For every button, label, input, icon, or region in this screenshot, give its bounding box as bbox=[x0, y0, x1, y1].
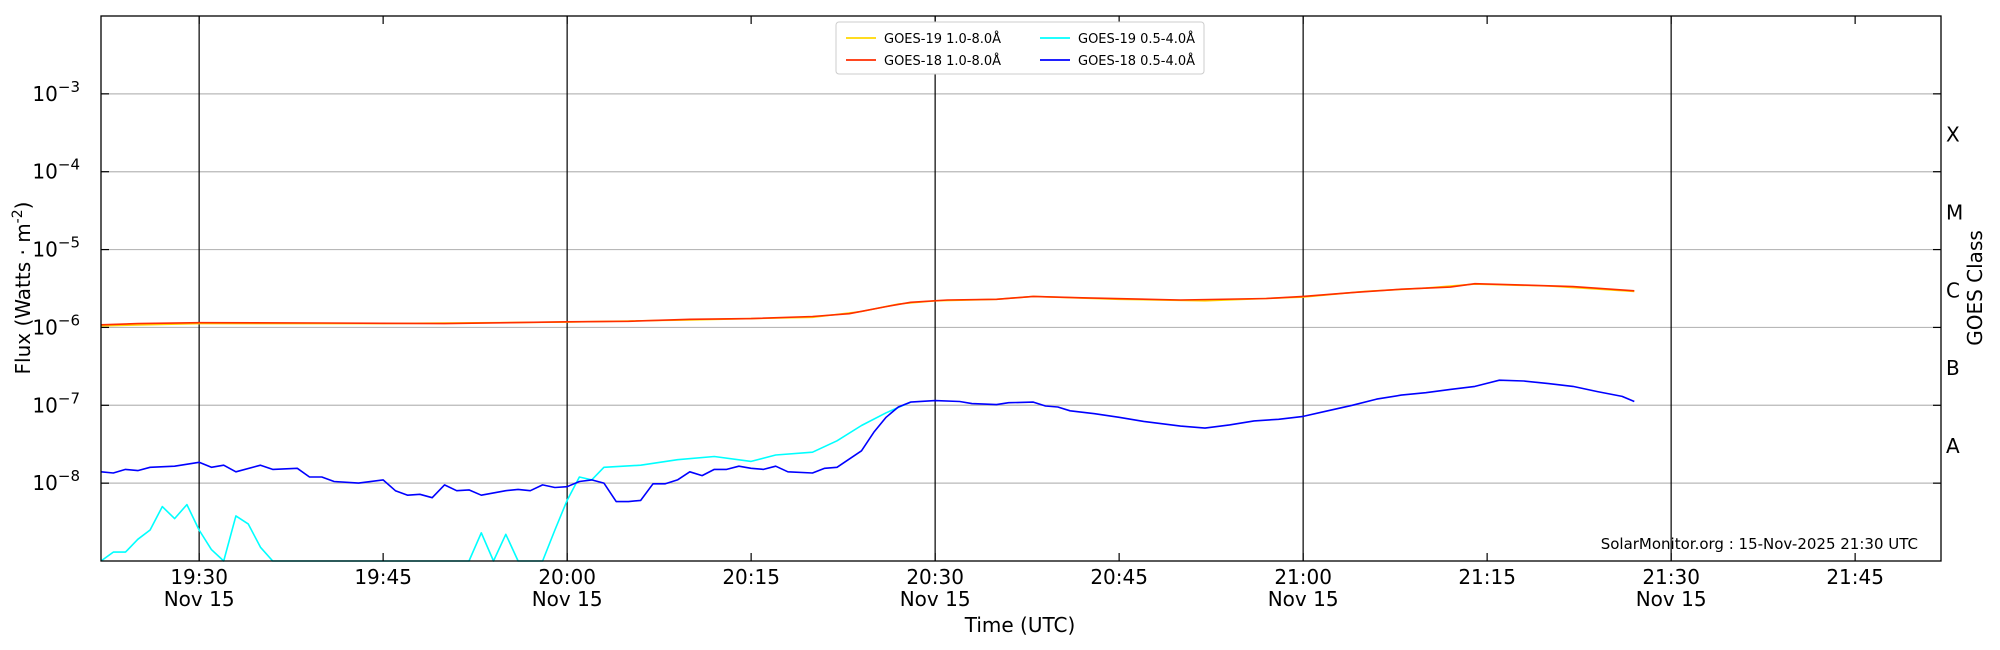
legend-label: GOES-19 1.0-8.0Å bbox=[884, 31, 1001, 47]
y-tick-base: 10 bbox=[32, 238, 57, 262]
y-tick-exponent: −5 bbox=[58, 234, 80, 252]
goes-class-label-m: M bbox=[1946, 200, 1963, 224]
y-axis-title-exponent: -2 bbox=[10, 209, 26, 223]
legend-label: GOES-19 0.5-4.0Å bbox=[1078, 31, 1195, 47]
y-tick-exponent: −8 bbox=[58, 467, 80, 485]
x-tick-date-label: Nov 15 bbox=[164, 587, 235, 611]
legend: GOES-19 1.0-8.0Å GOES-18 1.0-8.0Å GOES-19 … bbox=[836, 22, 1204, 74]
goes-class-label-x: X bbox=[1946, 123, 1960, 147]
y-tick-base: 10 bbox=[32, 471, 57, 495]
x-tick-label: 19:45 bbox=[354, 565, 412, 589]
plot-background bbox=[101, 16, 1941, 561]
x-tick-date-label: Nov 15 bbox=[1636, 587, 1707, 611]
x-tick-date-label: Nov 15 bbox=[532, 587, 603, 611]
legend-label: GOES-18 1.0-8.0Å bbox=[884, 53, 1001, 69]
x-tick-label: 21:15 bbox=[1458, 565, 1516, 589]
y-tick-exponent: −4 bbox=[58, 156, 80, 174]
y-axis-title-close: ) bbox=[11, 202, 35, 210]
x-tick-label: 20:15 bbox=[722, 565, 780, 589]
x-tick-date-label: Nov 15 bbox=[1268, 587, 1339, 611]
x-tick-label: 21:45 bbox=[1826, 565, 1884, 589]
y-tick-label: 10−7 bbox=[32, 389, 80, 417]
x-tick-label: 21:30 bbox=[1642, 565, 1700, 589]
y-tick-label: 10−4 bbox=[32, 156, 80, 184]
x-axis-title: Time (UTC) bbox=[964, 613, 1076, 637]
y-tick-label: 10−5 bbox=[32, 234, 80, 262]
credit-text: SolarMonitor.org : 15-Nov-2025 21:30 UTC bbox=[1601, 535, 1918, 553]
goes-class-labels: A B C M X bbox=[1946, 123, 1963, 458]
x-tick-date-label: Nov 15 bbox=[900, 587, 971, 611]
right-axis-title: GOES Class bbox=[1963, 230, 1987, 346]
y-tick-base: 10 bbox=[32, 160, 57, 184]
y-axis-title: Flux (Watts · m-2) bbox=[10, 202, 35, 375]
goes-class-label-c: C bbox=[1946, 278, 1960, 302]
x-tick-label: 21:00 bbox=[1274, 565, 1332, 589]
x-tick-label: 19:30 bbox=[170, 565, 228, 589]
y-tick-base: 10 bbox=[32, 393, 57, 417]
y-tick-label: 10−3 bbox=[32, 78, 80, 106]
x-tick-label: 20:30 bbox=[906, 565, 964, 589]
x-tick-label: 20:45 bbox=[1090, 565, 1148, 589]
y-tick-exponent: −6 bbox=[58, 311, 80, 329]
y-axis-title-text: Flux (Watts · m bbox=[11, 223, 35, 374]
goes-class-label-a: A bbox=[1946, 434, 1960, 458]
y-tick-base: 10 bbox=[32, 315, 57, 339]
x-tick-label: 20:00 bbox=[538, 565, 596, 589]
y-tick-label: 10−6 bbox=[32, 311, 80, 339]
legend-label: GOES-18 0.5-4.0Å bbox=[1078, 53, 1195, 69]
goes-class-label-b: B bbox=[1946, 356, 1960, 380]
y-tick-exponent: −3 bbox=[58, 78, 80, 96]
y-tick-base: 10 bbox=[32, 82, 57, 106]
y-tick-label: 10−8 bbox=[32, 467, 80, 495]
y-tick-exponent: −7 bbox=[58, 389, 80, 407]
